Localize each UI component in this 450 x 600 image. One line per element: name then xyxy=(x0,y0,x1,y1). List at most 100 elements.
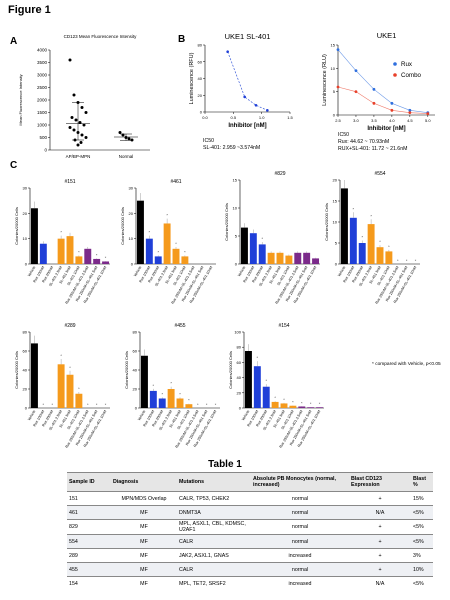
significance-star: * xyxy=(69,365,71,370)
cell-cd123: + xyxy=(349,562,411,577)
data-point xyxy=(68,126,72,129)
significance-star: * xyxy=(406,258,408,263)
y-tick-label: 0 xyxy=(44,148,47,153)
y-tick-label: 100 xyxy=(234,330,241,335)
cell-mutations: DNMT3A xyxy=(177,505,251,520)
x-tick-label: 3.0 xyxy=(353,118,359,123)
table-1: Sample ID Diagnosis Mutations Absolute P… xyxy=(67,472,433,590)
x-tick-label: 1.0 xyxy=(259,115,265,120)
data-point xyxy=(80,106,84,109)
data-point xyxy=(70,116,74,119)
cell-sample-id: 455 xyxy=(67,562,111,577)
significance-star: * xyxy=(43,402,45,407)
bar xyxy=(66,236,74,264)
cell-sample-id: 554 xyxy=(67,534,111,549)
data-point xyxy=(72,93,76,97)
y-tick-label: 0 xyxy=(25,406,28,411)
y-tick-label: 4000 xyxy=(37,48,48,53)
data-point xyxy=(336,85,340,89)
cell-blast-pct: 3% xyxy=(411,548,433,563)
cell-cd123: + xyxy=(349,548,411,563)
data-point xyxy=(127,137,131,141)
significance-star: * xyxy=(175,241,177,246)
bar xyxy=(285,255,293,264)
significance-star: * xyxy=(265,378,267,383)
bar xyxy=(367,224,375,264)
y-tick-label: 0 xyxy=(131,262,134,267)
significance-star: * xyxy=(388,244,390,249)
bar xyxy=(262,386,270,408)
y-tick-label: 0 xyxy=(25,262,28,267)
cell-blast-pct: <5% xyxy=(411,534,433,549)
y-tick-label: 60 xyxy=(198,59,203,64)
bar xyxy=(172,248,180,264)
bar xyxy=(185,404,193,408)
cell-sample-id: 154 xyxy=(67,576,111,590)
significance-star: * xyxy=(379,239,381,244)
significance-star: * xyxy=(397,258,399,263)
cell-diagnosis: MF xyxy=(111,562,177,577)
x-axis-label: Inhibitor [nM] xyxy=(367,126,405,132)
bar xyxy=(75,256,83,264)
cell-mutations: MPL, TET2, SRSF2 xyxy=(177,576,251,590)
y-tick-label: 60 xyxy=(133,349,138,354)
chart-title: CD123 Mean Fluorescence Intensity xyxy=(64,34,138,39)
bar xyxy=(66,374,74,408)
x-tick-label: 3.5 xyxy=(371,118,377,123)
y-axis-label: Luminescence (RLU) xyxy=(322,54,328,106)
header-diagnosis: Diagnosis xyxy=(111,472,177,492)
ic50-value: RUX+SL-401: 11.72 ~ 21.6nM xyxy=(338,146,407,152)
bar xyxy=(307,407,315,408)
bar xyxy=(57,364,65,408)
bar-chart-title: #829 xyxy=(274,171,285,177)
bar xyxy=(289,405,297,408)
data-point xyxy=(78,121,82,124)
bar xyxy=(358,243,366,264)
bar xyxy=(167,389,175,408)
significance-star: * xyxy=(319,401,321,406)
y-tick-label: 0 xyxy=(235,262,238,267)
cell-diagnosis: MF xyxy=(111,534,177,549)
cell-cd123: N/A xyxy=(349,505,411,520)
cell-sample-id: 289 xyxy=(67,548,111,563)
y-axis-label: Colonies/20000 Cells xyxy=(224,203,229,241)
cell-sample-id: 151 xyxy=(67,491,111,506)
bar xyxy=(294,252,302,264)
x-tick-label: Vehicle xyxy=(137,410,146,422)
bar-chart-title: #461 xyxy=(170,179,181,185)
y-axis-label: Colonies/20000 Cells xyxy=(120,207,125,245)
y-tick-label: 10 xyxy=(331,66,336,71)
y-tick-label: 40 xyxy=(198,76,203,81)
data-point xyxy=(74,118,78,122)
y-tick-label: 15 xyxy=(333,199,338,204)
table-row: 289 MF JAK2, ASXL1, GNAS increased +3% xyxy=(67,548,433,563)
bar xyxy=(102,261,110,264)
y-tick-label: 80 xyxy=(133,330,138,335)
x-tick-label: Normal xyxy=(119,154,134,159)
bar xyxy=(244,351,252,408)
significance-note: * compared with Vehicle, p<0.05 xyxy=(372,362,441,367)
data-point xyxy=(79,141,83,144)
y-tick-label: 30 xyxy=(129,186,134,191)
y-tick-label: 0 xyxy=(135,406,138,411)
cell-diagnosis: MF xyxy=(111,505,177,520)
header-sample-id: Sample ID xyxy=(67,472,111,492)
y-tick-label: 15 xyxy=(233,178,238,183)
y-tick-label: 20 xyxy=(198,93,203,98)
y-tick-label: 15 xyxy=(331,43,336,48)
significance-star: * xyxy=(105,402,107,407)
significance-star: * xyxy=(149,230,151,235)
x-tick-label: Vehicle xyxy=(337,266,346,278)
cell-diagnosis: MF xyxy=(111,576,177,590)
cell-monocytes: normal xyxy=(251,491,349,506)
y-tick-label: 20 xyxy=(23,387,28,392)
cell-mutations: CALR xyxy=(177,562,251,577)
data-point xyxy=(354,69,358,73)
data-point xyxy=(130,138,134,142)
y-tick-label: 40 xyxy=(237,375,242,380)
bar xyxy=(280,403,288,408)
chart-title: UKE1 xyxy=(377,31,397,40)
bar-chart-title: #289 xyxy=(64,323,75,329)
x-tick-label: 4.5 xyxy=(407,118,413,123)
bar xyxy=(39,243,47,264)
